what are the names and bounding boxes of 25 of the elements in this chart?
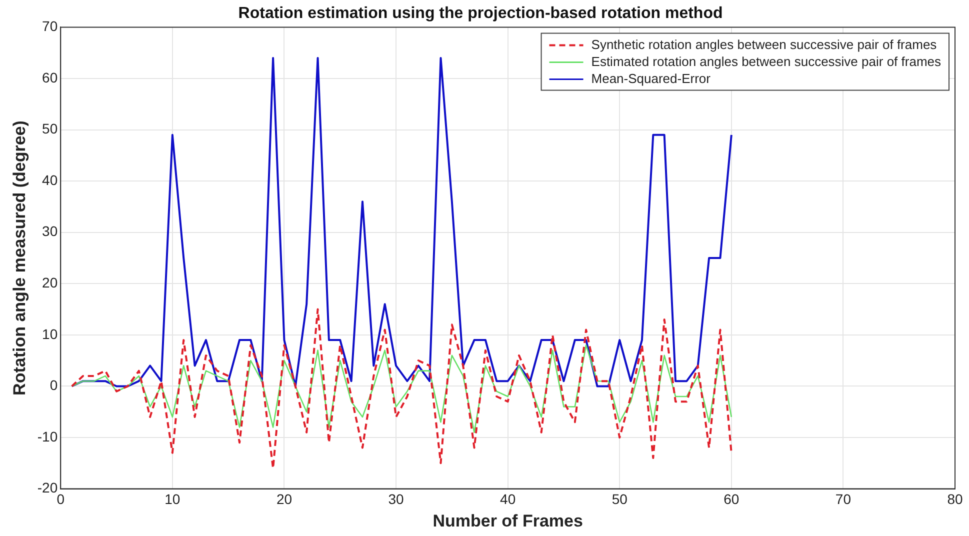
y-tick-label: 40 xyxy=(42,172,58,188)
legend-label: Estimated rotation angles between successive pair of frames xyxy=(591,54,942,69)
y-tick-label: -20 xyxy=(37,480,58,496)
y-axis-title: Rotation angle measured (degree) xyxy=(10,120,29,396)
y-tick-label: 30 xyxy=(42,223,58,240)
x-tick-label: 40 xyxy=(500,491,516,508)
y-tick-label: 20 xyxy=(42,274,58,291)
line-series xyxy=(70,308,732,470)
x-tick-label: 70 xyxy=(835,491,852,508)
x-tick-label: 30 xyxy=(388,491,404,508)
x-tick-label: 50 xyxy=(612,491,628,508)
y-tick-label: -10 xyxy=(37,428,58,444)
legend-label: Synthetic rotation angles between successive pair of frames xyxy=(591,36,938,52)
x-tick-label: 80 xyxy=(947,491,963,508)
y-tick-label: 10 xyxy=(42,326,58,342)
y-tick-label: 50 xyxy=(42,120,58,137)
x-tick-label: 10 xyxy=(164,491,180,508)
x-tick-label: 60 xyxy=(724,491,740,508)
y-tick-label: 0 xyxy=(50,377,58,394)
x-tick-label: 20 xyxy=(276,491,292,508)
legend-label: Mean-Squared-Error xyxy=(591,70,712,86)
y-tick-label: 70 xyxy=(42,18,58,34)
y-tick-label: 60 xyxy=(42,69,58,86)
x-axis-title: Number of Frames xyxy=(432,511,583,530)
chart-title: Rotation estimation using the projection-based rotation method xyxy=(238,5,723,22)
